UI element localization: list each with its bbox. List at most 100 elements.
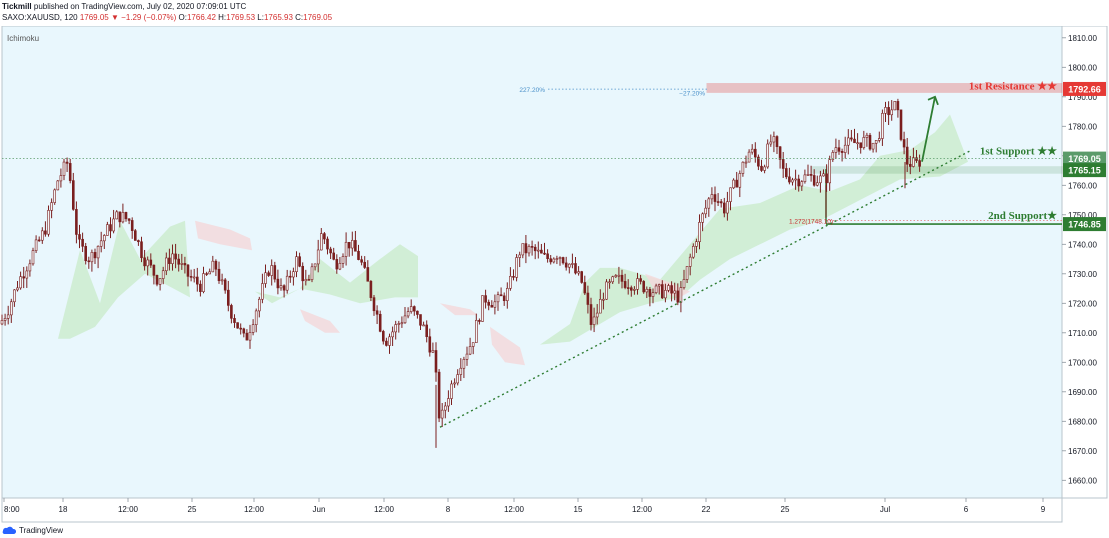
time-axis[interactable] — [1, 497, 1063, 523]
candle-body — [704, 207, 708, 215]
candle-body — [781, 159, 785, 169]
publisher-name: Tickmill — [2, 2, 32, 11]
time-tick-label: 12:00 — [632, 505, 653, 514]
candle — [828, 155, 832, 191]
candle-body — [143, 257, 146, 267]
candle — [704, 199, 708, 219]
candle — [68, 158, 72, 184]
candle-body — [434, 350, 438, 373]
candle-body — [846, 137, 850, 146]
support1-label: 1st Support ★★ — [980, 145, 1057, 157]
candle — [335, 254, 339, 274]
candle-body — [208, 271, 211, 275]
candle-body — [13, 289, 16, 303]
footer: TradingView — [2, 526, 63, 535]
candle — [143, 249, 146, 271]
candle — [115, 210, 118, 220]
candle-body — [555, 258, 559, 260]
candle — [10, 298, 13, 323]
candle-body — [391, 331, 394, 338]
candle — [719, 198, 723, 208]
candle-body — [623, 281, 627, 288]
candle — [99, 231, 103, 253]
candle — [546, 249, 549, 263]
candle-body — [68, 163, 72, 181]
candle — [512, 269, 515, 281]
candle-body — [406, 311, 410, 317]
candle-body — [834, 147, 838, 153]
candle-body — [34, 239, 38, 251]
candle — [295, 251, 298, 278]
price-chart[interactable]: Ichimoku 1st Resistance ★★ 1st Support ★★… — [0, 26, 1109, 526]
candle-body — [536, 249, 540, 252]
candle-body — [831, 152, 835, 160]
candle — [59, 168, 63, 188]
candle-body — [577, 271, 580, 274]
candle-body — [825, 173, 828, 184]
symbol-name: SAXO:XAUUSD, 120 — [2, 13, 78, 22]
candle — [140, 236, 143, 263]
candle-body — [626, 287, 630, 289]
candle-body — [248, 332, 252, 341]
candle-body — [884, 107, 887, 114]
candle-body — [381, 331, 385, 342]
candle-body — [614, 275, 618, 278]
candle — [78, 224, 81, 249]
candle — [44, 221, 47, 237]
candle-body — [732, 179, 735, 189]
candle — [192, 268, 196, 283]
candle-body — [168, 257, 171, 264]
candle-body — [794, 178, 797, 181]
candle-body — [859, 142, 863, 148]
price-tick-label: 1760.00 — [1068, 181, 1097, 190]
price-tick-label: 1800.00 — [1068, 63, 1097, 72]
candle — [490, 300, 494, 308]
last-value: 1769.05 — [79, 13, 109, 22]
candle — [605, 279, 608, 300]
candle-body — [158, 278, 162, 285]
change-value: −1.29 (−0.07%) — [121, 13, 177, 22]
time-tick-label: 18 — [59, 505, 68, 514]
candle-body — [592, 316, 596, 325]
candle — [564, 256, 568, 271]
candle-body — [251, 324, 255, 333]
candle-body — [245, 332, 249, 341]
time-tick-label: 12:00 — [504, 505, 525, 514]
arrow-head-icon — [927, 95, 939, 106]
candle — [856, 133, 859, 150]
candle — [540, 243, 543, 254]
candle — [56, 179, 60, 191]
candle-body — [254, 310, 258, 326]
candle — [369, 280, 373, 302]
price-axis[interactable] — [1061, 26, 1108, 499]
support1-badge — [1063, 163, 1106, 178]
candle — [890, 100, 894, 121]
candle-body — [450, 383, 453, 399]
candle — [735, 171, 739, 188]
price-tick-label: 1810.00 — [1068, 34, 1097, 43]
candle-body — [47, 210, 50, 235]
candle-body — [261, 283, 264, 300]
candle-body — [137, 240, 140, 243]
candle — [781, 151, 785, 178]
candle — [797, 174, 801, 192]
time-tick-label: 6 — [964, 505, 969, 514]
candle — [434, 342, 438, 382]
candle — [47, 205, 50, 237]
candle-body — [217, 268, 221, 281]
resistance-price: 1792.66 — [1068, 84, 1101, 94]
candle-body — [589, 304, 593, 325]
candle — [270, 259, 274, 286]
candle — [918, 154, 921, 172]
candle-body — [50, 202, 53, 211]
candle — [276, 269, 280, 295]
candle-body — [679, 287, 683, 303]
candle — [236, 322, 239, 329]
candle-body — [62, 161, 66, 176]
candle — [375, 305, 379, 325]
price-tick-label: 1790.00 — [1068, 93, 1097, 102]
candle — [905, 137, 909, 172]
candle — [391, 326, 394, 347]
candle-body — [171, 253, 174, 264]
candle-body — [698, 222, 701, 243]
